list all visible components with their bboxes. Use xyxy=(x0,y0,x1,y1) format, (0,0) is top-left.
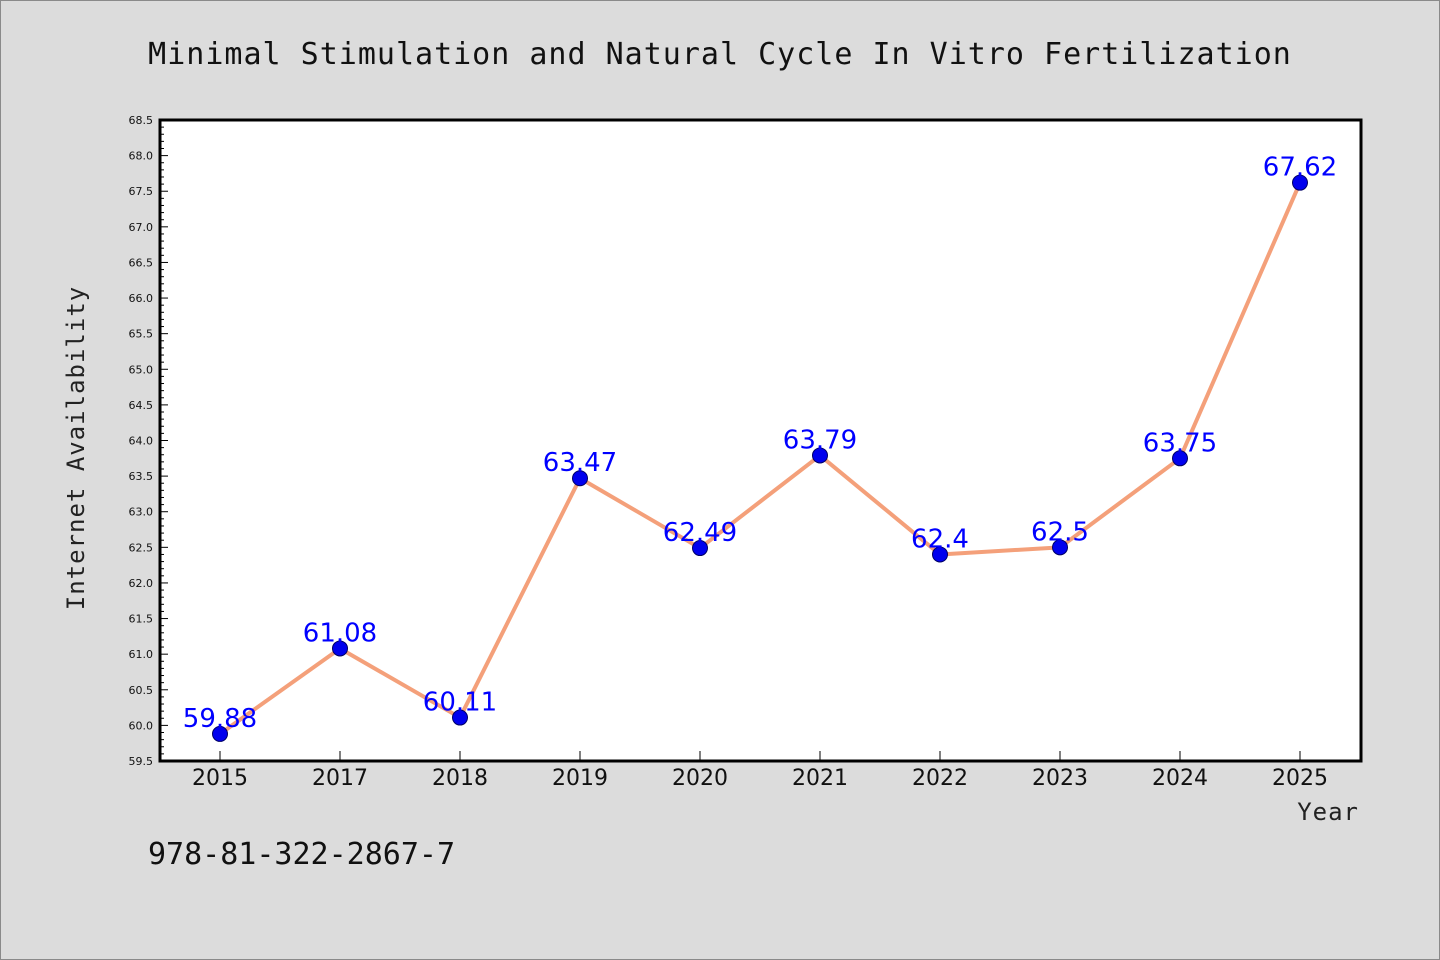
x-tick-label: 2022 xyxy=(912,766,968,791)
plot-area xyxy=(158,118,1363,763)
y-tick-label: 60.0 xyxy=(129,719,154,732)
y-tick-label: 61.0 xyxy=(129,648,154,661)
x-axis-ticks: 2015 2017 2018 2019 2020 2021 2022 2023 2024 2025 xyxy=(192,751,1328,791)
data-label: 67.62 xyxy=(1263,153,1337,183)
y-tick-label: 65.0 xyxy=(129,363,154,376)
data-point xyxy=(1052,539,1068,556)
data-point xyxy=(332,640,348,657)
data-point xyxy=(452,709,468,726)
y-tick-label: 68.0 xyxy=(129,150,154,163)
y-tick-label: 67.0 xyxy=(129,221,154,234)
y-tick-label: 64.0 xyxy=(129,435,154,448)
data-label: 62.49 xyxy=(663,518,737,548)
y-tick-label: 59.5 xyxy=(129,755,154,768)
data-label: 62.5 xyxy=(1031,517,1089,547)
data-point xyxy=(692,540,708,557)
y-tick-label: 66.0 xyxy=(129,292,154,305)
data-label: 63.79 xyxy=(783,425,857,455)
series-line xyxy=(218,181,1302,736)
data-label-layer: 59.88 61.08 60.11 63.47 62.49 63.79 62.4 62.5 63… xyxy=(183,153,1337,734)
footer-code: 978-81-322-2867-7 xyxy=(148,837,455,872)
series-layer xyxy=(212,174,1308,742)
y-tick-label: 63.0 xyxy=(129,506,154,519)
y-axis-title: Internet Availability xyxy=(62,286,90,610)
data-label: 63.47 xyxy=(543,448,617,478)
data-point xyxy=(212,725,228,742)
x-tick-label: 2024 xyxy=(1152,766,1208,791)
data-label: 59.88 xyxy=(183,704,257,734)
x-tick-label: 2020 xyxy=(672,766,728,791)
data-label: 61.08 xyxy=(303,618,377,648)
data-label: 62.4 xyxy=(911,524,969,554)
x-tick-label: 2021 xyxy=(792,766,848,791)
data-point xyxy=(1172,450,1188,467)
y-tick-label: 62.0 xyxy=(129,577,154,590)
y-tick-label: 64.5 xyxy=(129,399,154,412)
y-tick-label: 65.5 xyxy=(129,328,154,341)
y-tick-label: 68.5 xyxy=(129,114,154,127)
data-point xyxy=(1292,174,1308,191)
data-label: 63.75 xyxy=(1143,428,1217,458)
x-tick-label: 2015 xyxy=(192,766,248,791)
y-tick-label: 67.5 xyxy=(129,185,154,198)
data-point xyxy=(932,546,948,563)
x-tick-label: 2019 xyxy=(552,766,608,791)
y-axis-ticks: 59.5 60.0 60.5 61.0 61.5 62.0 62.5 63.0 63.5 64.0… xyxy=(129,114,168,768)
y-tick-label: 63.5 xyxy=(129,470,154,483)
x-tick-label: 2025 xyxy=(1272,766,1328,791)
data-point xyxy=(812,447,828,464)
x-tick-label: 2018 xyxy=(432,766,488,791)
y-tick-label: 61.5 xyxy=(129,613,154,626)
x-tick-label: 2017 xyxy=(312,766,368,791)
x-tick-label: 2023 xyxy=(1032,766,1088,791)
y-tick-label: 66.5 xyxy=(129,256,154,269)
y-tick-label: 60.5 xyxy=(129,684,154,697)
x-axis-title: Year xyxy=(1297,798,1359,826)
data-point xyxy=(572,470,588,487)
chart-title: Minimal Stimulation and Natural Cycle In… xyxy=(148,37,1292,72)
data-label: 60.11 xyxy=(423,688,497,718)
y-tick-label: 62.5 xyxy=(129,541,154,554)
